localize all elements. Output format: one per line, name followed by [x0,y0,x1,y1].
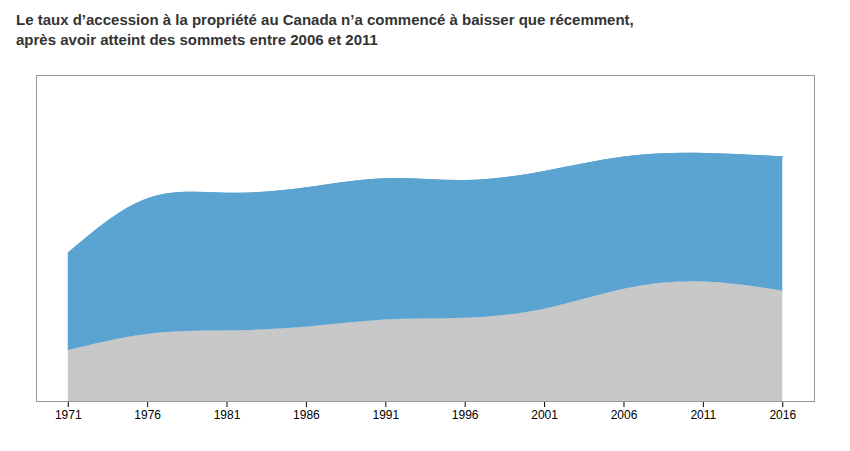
html-text:Le taux d’accession à la propr: Le taux d’accession à la propriété au Ca… [16,11,634,49]
svg-text:1976: 1976 [134,408,161,422]
svg-text:1971: 1971 [55,408,82,422]
svg-text:1981: 1981 [214,408,241,422]
svg-text:2016: 2016 [769,408,796,422]
svg-text:2011: 2011 [690,408,716,422]
svg-text:1996: 1996 [452,408,479,422]
svg-text:1991: 1991 [372,408,399,422]
svg-text:2001: 2001 [531,408,558,422]
svg-text:2006: 2006 [611,408,638,422]
svg-text:1986: 1986 [293,408,320,422]
